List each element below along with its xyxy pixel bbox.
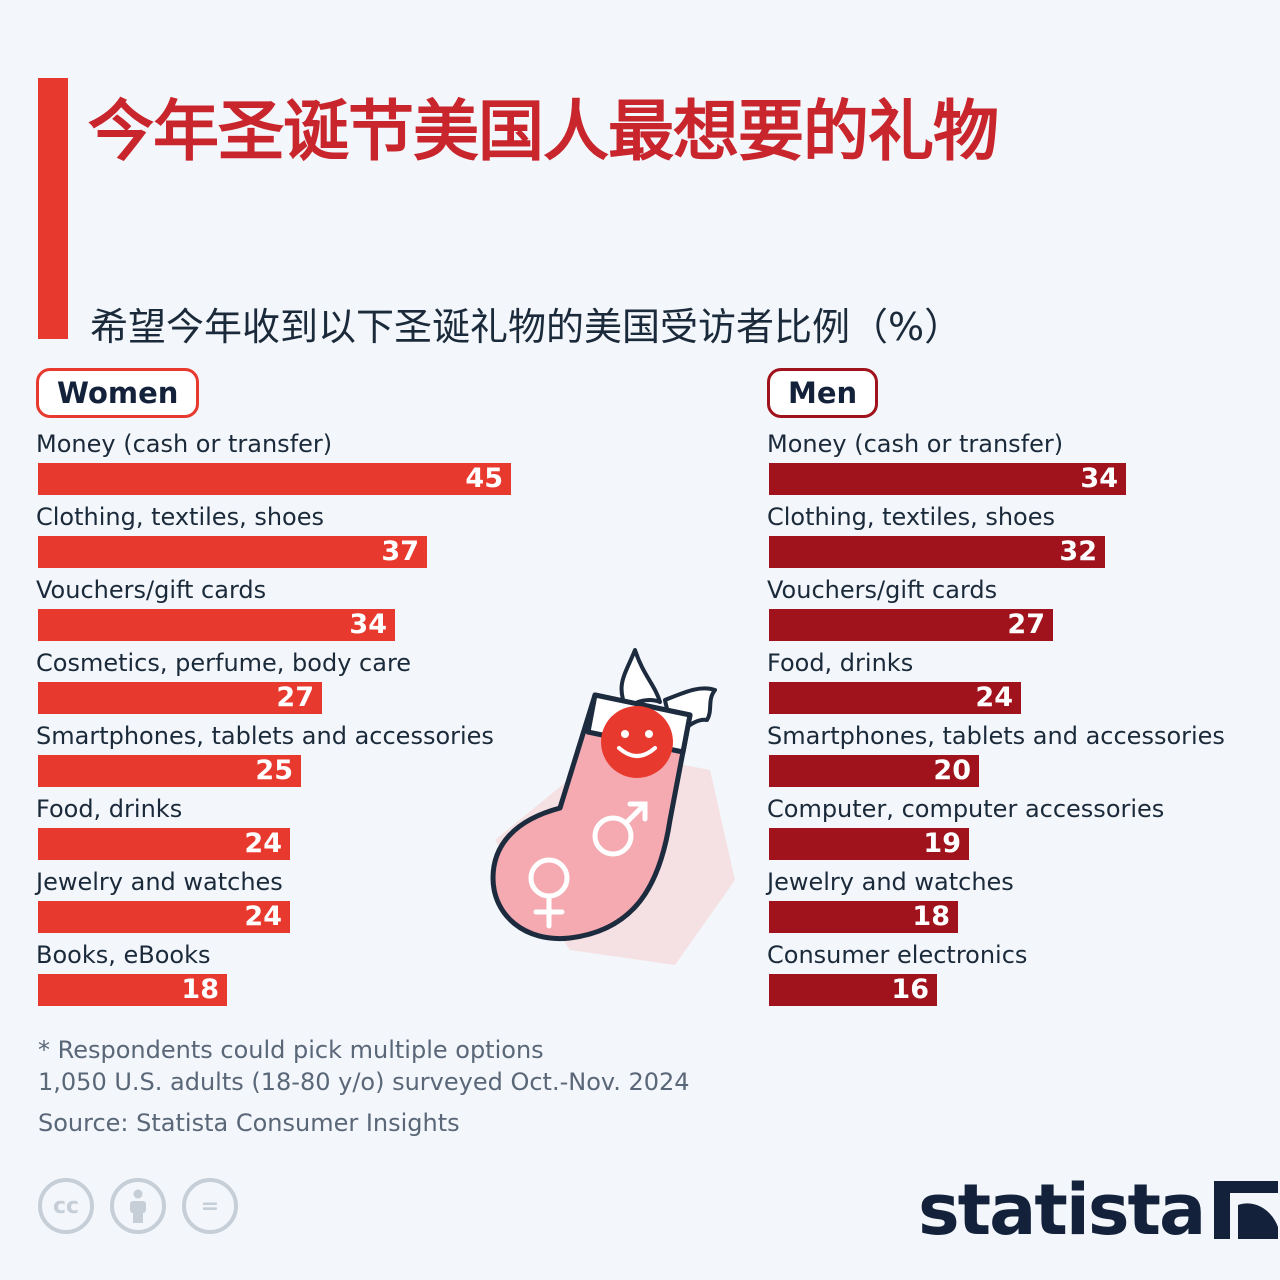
bar: 27 xyxy=(38,682,322,714)
bar-value-label: 34 xyxy=(349,609,387,640)
cc-icon[interactable]: cc xyxy=(38,1178,94,1234)
bar-value-label: 16 xyxy=(891,974,929,1005)
bar-row: Books, eBooks 18 xyxy=(36,940,536,1013)
bar-value-label: 24 xyxy=(244,901,282,932)
bar: 20 xyxy=(769,755,979,787)
bar: 18 xyxy=(769,901,958,933)
bar-value-label: 24 xyxy=(244,828,282,859)
bar-value-label: 27 xyxy=(276,682,314,713)
bar-value-label: 45 xyxy=(465,463,503,494)
women-bar-chart: Money (cash or transfer) 45 Clothing, text… xyxy=(36,429,536,1013)
bar: 19 xyxy=(769,828,969,860)
bar-row: Consumer electronics 16 xyxy=(767,940,1257,1013)
women-panel: Women Money (cash or transfer) 45 Clothing… xyxy=(36,368,536,1013)
bar-category-label: Smartphones, tablets and accessories xyxy=(767,722,1225,750)
bar-category-label: Smartphones, tablets and accessories xyxy=(36,722,494,750)
bar-category-label: Books, eBooks xyxy=(36,941,211,969)
female-symbol-icon xyxy=(528,857,570,929)
statista-logo[interactable]: statista xyxy=(918,1170,1280,1250)
bar-value-label: 32 xyxy=(1059,536,1097,567)
statista-logo-icon xyxy=(1214,1181,1279,1239)
bar-value-label: 20 xyxy=(933,755,971,786)
bar-row: Cosmetics, perfume, body care 27 xyxy=(36,648,536,721)
men-bar-chart: Money (cash or transfer) 34 Clothing, text… xyxy=(767,429,1257,1013)
bar: 37 xyxy=(38,536,427,568)
bar-value-label: 18 xyxy=(912,901,950,932)
bar-value-label: 18 xyxy=(181,974,219,1005)
bar: 18 xyxy=(38,974,227,1006)
men-panel: Men Money (cash or transfer) 34 Clothing, … xyxy=(767,368,1257,1013)
bar: 45 xyxy=(38,463,511,495)
bar-value-label: 37 xyxy=(381,536,419,567)
bar-category-label: Food, drinks xyxy=(767,649,914,677)
title-accent-bar xyxy=(38,78,68,339)
bar-category-label: Clothing, textiles, shoes xyxy=(36,503,324,531)
men-panel-label: Men xyxy=(767,368,879,418)
smiley-icon xyxy=(601,706,673,778)
chart-title: 今年圣诞节美国人最想要的礼物 xyxy=(88,93,999,170)
bar-row: Jewelry and watches 18 xyxy=(767,867,1257,940)
bar-category-label: Money (cash or transfer) xyxy=(767,430,1064,458)
survey-note: 1,050 U.S. adults (18-80 y/o) surveyed O… xyxy=(38,1068,690,1096)
attribution-icon[interactable] xyxy=(110,1178,166,1234)
bar: 24 xyxy=(38,901,290,933)
person-icon xyxy=(130,1189,146,1223)
chart-notes: * Respondents could pick multiple option… xyxy=(38,1034,690,1139)
no-derivatives-icon[interactable]: = xyxy=(182,1178,238,1234)
bar-category-label: Computer, computer accessories xyxy=(767,795,1165,823)
bar: 32 xyxy=(769,536,1105,568)
bar-row: Smartphones, tablets and accessories 20 xyxy=(767,721,1257,794)
bar-row: Food, drinks 24 xyxy=(36,794,536,867)
bar-value-label: 34 xyxy=(1080,463,1118,494)
bar-row: Clothing, textiles, shoes 37 xyxy=(36,502,536,575)
bar-row: Computer, computer accessories 19 xyxy=(767,794,1257,867)
bar: 24 xyxy=(38,828,290,860)
bar: 34 xyxy=(38,609,395,641)
bar-row: Vouchers/gift cards 34 xyxy=(36,575,536,648)
bar-value-label: 25 xyxy=(255,755,293,786)
bar: 25 xyxy=(38,755,301,787)
logo-wordmark: statista xyxy=(918,1169,1206,1251)
bar: 24 xyxy=(769,682,1021,714)
bar-value-label: 19 xyxy=(923,828,961,859)
bar-value-label: 27 xyxy=(1007,609,1045,640)
bar-category-label: Cosmetics, perfume, body care xyxy=(36,649,412,677)
bar-category-label: Vouchers/gift cards xyxy=(767,576,998,604)
women-panel-label: Women xyxy=(36,368,200,418)
bar: 16 xyxy=(769,974,937,1006)
bar-row: Money (cash or transfer) 34 xyxy=(767,429,1257,502)
bar-category-label: Consumer electronics xyxy=(767,941,1028,969)
bar-row: Smartphones, tablets and accessories 25 xyxy=(36,721,536,794)
footnote: * Respondents could pick multiple option… xyxy=(38,1036,544,1064)
license-icons: cc = xyxy=(38,1178,238,1234)
bar-category-label: Jewelry and watches xyxy=(36,868,283,896)
bar-category-label: Money (cash or transfer) xyxy=(36,430,333,458)
bar-category-label: Jewelry and watches xyxy=(767,868,1014,896)
bar-row: Clothing, textiles, shoes 32 xyxy=(767,502,1257,575)
bar-value-label: 24 xyxy=(975,682,1013,713)
bar-category-label: Vouchers/gift cards xyxy=(36,576,267,604)
bar-row: Jewelry and watches 24 xyxy=(36,867,536,940)
chart-subtitle: 希望今年收到以下圣诞礼物的美国受访者比例（%） xyxy=(90,305,963,349)
bar: 27 xyxy=(769,609,1053,641)
male-symbol-icon xyxy=(592,801,648,857)
bar-row: Money (cash or transfer) 45 xyxy=(36,429,536,502)
source-note: Source: Statista Consumer Insights xyxy=(38,1109,460,1137)
bar-row: Food, drinks 24 xyxy=(767,648,1257,721)
bar-category-label: Food, drinks xyxy=(36,795,183,823)
bar: 34 xyxy=(769,463,1126,495)
bar-row: Vouchers/gift cards 27 xyxy=(767,575,1257,648)
bar-category-label: Clothing, textiles, shoes xyxy=(767,503,1055,531)
christmas-stocking-icon xyxy=(490,648,735,965)
